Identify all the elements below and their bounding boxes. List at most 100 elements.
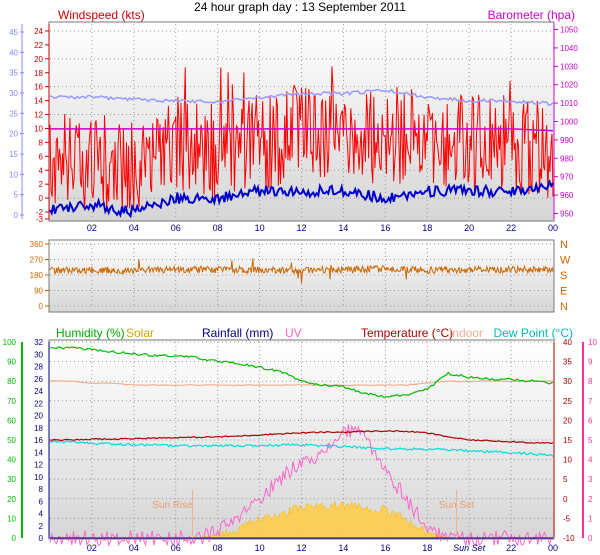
x-tick-label: 10 — [255, 223, 265, 233]
x-tick-label: 18 — [422, 223, 432, 233]
chart-title: 24 hour graph day : 13 September 2011 — [194, 0, 406, 14]
outer-tick-label: 35 — [9, 69, 18, 78]
solar-tick-label: 26 — [34, 375, 43, 384]
sunrise-label: Sun Rise — [152, 500, 193, 511]
windspeed-label: Windspeed (kts) — [58, 8, 145, 22]
x-tick-label: 08 — [213, 223, 223, 233]
solar-tick-label: 2 — [39, 522, 44, 531]
x-tick-label: Sun Set — [453, 543, 486, 553]
windspeed-tick-label: 0 — [39, 194, 44, 203]
windspeed-tick-label: 6 — [39, 152, 44, 161]
temperature-tick-label: 15 — [563, 436, 572, 445]
humidity-tick-label: 60 — [7, 416, 16, 425]
solar-tick-label: 8 — [39, 485, 44, 494]
solar-tick-label: 18 — [34, 424, 43, 433]
wind-x-axis: 02 04 06 08 10 12 14 16 18 20 22 00 — [87, 223, 558, 233]
solar-tick-label: 10 — [34, 473, 43, 482]
x-tick-label: 16 — [380, 543, 390, 553]
outer-tick-label: 10 — [9, 170, 18, 179]
windspeed-tick-label: 12 — [34, 111, 43, 120]
temperature-tick-label: 35 — [563, 358, 572, 367]
indoor-label: Indoor — [449, 326, 483, 340]
temperature-panel-grid — [50, 341, 553, 539]
x-tick-label: 20 — [464, 223, 474, 233]
temperature-tick-label: 10 — [563, 456, 572, 465]
windspeed-tick-label: -3 — [36, 215, 44, 224]
solar-label: Solar — [126, 326, 154, 340]
x-tick-label: 04 — [129, 543, 139, 553]
outer-tick-label: 5 — [14, 191, 19, 200]
humidity-tick-label: 0 — [12, 534, 17, 543]
temperature-line — [49, 430, 554, 445]
windspeed-tick-label: 4 — [39, 166, 44, 175]
temperature-x-axis: 02 04 06 08 10 12 14 16 18 Sun Set 22 00 — [87, 543, 558, 553]
barometer-tick-label: 1010 — [560, 99, 578, 108]
uv-tick-label: 7 — [588, 397, 593, 406]
x-tick-label: 12 — [296, 543, 306, 553]
x-tick-label: 18 — [422, 543, 432, 553]
x-tick-label: 12 — [296, 223, 306, 233]
windspeed-tick-label: 14 — [34, 97, 43, 106]
outer-tick-label: 45 — [9, 28, 18, 37]
windspeed-tick-label: 20 — [34, 55, 43, 64]
windspeed-tick-label: 22 — [34, 41, 43, 50]
direction-tick-label: 0 — [39, 302, 44, 311]
barometer-tick-label: 1040 — [560, 44, 578, 53]
barometer-tick-label: 1030 — [560, 62, 578, 71]
x-tick-label: 06 — [171, 543, 181, 553]
temperature-tick-label: 0 — [563, 495, 568, 504]
humidity-tick-label: 90 — [7, 358, 16, 367]
temperature-series — [49, 346, 554, 548]
compass-letter: W — [560, 255, 571, 267]
uv-line — [49, 424, 554, 548]
compass-letter: S — [560, 270, 567, 282]
humidity-line — [50, 346, 554, 398]
humidity-label: Humidity (%) — [56, 326, 125, 340]
compass-letter: N — [560, 239, 568, 251]
humidity-tick-label: 100 — [3, 338, 17, 347]
solar-tick-label: 24 — [34, 387, 43, 396]
temperature-tick-label: -5 — [563, 514, 571, 523]
barometer-tick-label: 1050 — [560, 26, 578, 35]
temperature-tick-label: 25 — [563, 397, 572, 406]
uv-tick-label: 10 — [588, 338, 597, 347]
uv-tick-label: 1 — [588, 514, 593, 523]
outer-tick-label: 40 — [9, 48, 18, 57]
dewpoint-line — [49, 440, 554, 457]
windspeed-tick-label: 8 — [39, 138, 44, 147]
direction-tick-label: 180 — [30, 271, 44, 280]
temperature-tick-label: 40 — [563, 338, 572, 347]
x-tick-label: 14 — [338, 223, 348, 233]
direction-tick-label: 90 — [34, 287, 43, 296]
barometer-tick-label: 1020 — [560, 81, 578, 90]
direction-axis: 0 90 180 270 360 — [30, 240, 49, 311]
barometer-tick-label: 990 — [560, 136, 574, 145]
x-tick-label: 06 — [171, 223, 181, 233]
rainfall-label: Rainfall (mm) — [202, 326, 273, 340]
barometer-axis: 950 960 970 980 990 1000 1010 1020 1030 1040 1050 — [553, 24, 578, 219]
humidity-tick-label: 20 — [7, 495, 16, 504]
windspeed-tick-label: 16 — [34, 83, 43, 92]
uv-tick-label: 6 — [588, 416, 593, 425]
wind-average-line — [49, 178, 554, 219]
direction-tick-label: 360 — [30, 240, 44, 249]
outer-tick-label: 30 — [9, 89, 18, 98]
barometer-line — [50, 128, 554, 132]
uv-tick-label: 2 — [588, 495, 593, 504]
wind-panel-grid — [50, 24, 553, 219]
compass-letter: N — [560, 301, 568, 313]
x-tick-label: 16 — [380, 223, 390, 233]
solar-tick-label: 20 — [34, 412, 43, 421]
solar-tick-label: 16 — [34, 436, 43, 445]
x-tick-label: 08 — [213, 543, 223, 553]
windspeed-tick-label: -2 — [36, 208, 44, 217]
humidity-tick-label: 70 — [7, 397, 16, 406]
outer-tick-label: 20 — [9, 130, 18, 139]
solar-tick-label: 28 — [34, 363, 43, 372]
barometer-tick-label: 980 — [560, 154, 574, 163]
temperature-tick-label: -10 — [563, 534, 575, 543]
